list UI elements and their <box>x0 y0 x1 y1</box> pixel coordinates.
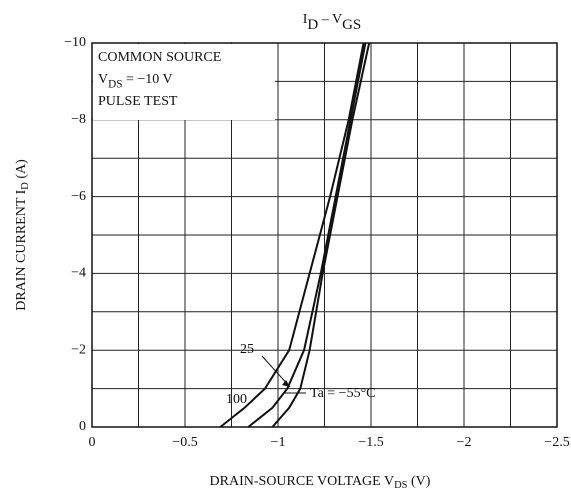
curve <box>271 42 371 428</box>
x-tick-label: −2 <box>457 435 472 450</box>
annotation-text-part: PULSE TEST <box>98 94 178 109</box>
y-tick-label: −6 <box>71 189 86 204</box>
x-tick-label: −1 <box>271 435 286 450</box>
y-tick-label: 0 <box>79 419 86 434</box>
x-axis-label-part: DRAIN-SOURCE VOLTAGE V <box>210 474 395 489</box>
annotation-text-part: = −10 V <box>123 72 173 87</box>
annotation-text-part: COMMON SOURCE <box>98 50 221 65</box>
plot-frame <box>91 42 558 428</box>
x-axis-label-sub: DS <box>394 481 408 492</box>
series-label: 25 <box>240 342 254 357</box>
annotation-box-bg <box>93 44 275 120</box>
annotation-text: PULSE TEST <box>98 94 178 109</box>
x-tick-label: −0.5 <box>172 435 197 450</box>
chart-title-sub: GS <box>342 17 361 33</box>
y-axis-label: DRAIN CURRENT ID (A) <box>14 159 31 311</box>
chart-title-part: I <box>303 12 308 27</box>
x-tick-label: −2.5 <box>544 435 569 450</box>
series-label: 100 <box>226 392 247 407</box>
x-axis-label-part: (V) <box>408 474 431 489</box>
x-axis-label: DRAIN-SOURCE VOLTAGE VDS (V) <box>210 474 431 491</box>
curve <box>247 42 367 428</box>
y-tick-label: −10 <box>64 35 86 50</box>
annotation-text: VDS = −10 V <box>98 72 173 90</box>
curve <box>219 42 365 428</box>
annotation-text-sub: DS <box>108 78 122 90</box>
y-tick-label: −4 <box>71 266 86 281</box>
annotation-text: COMMON SOURCE <box>98 50 221 65</box>
y-axis-label-sub: D <box>21 182 32 190</box>
annotation-text-part: V <box>98 72 108 87</box>
chart-title-sub: D <box>307 17 318 33</box>
y-tick-label: −8 <box>71 112 86 127</box>
y-tick-label: −2 <box>71 342 86 357</box>
series-label: Ta = −55°C <box>310 386 376 401</box>
y-axis-label-part: DRAIN CURRENT I <box>14 189 29 310</box>
x-tick-label: −1.5 <box>358 435 383 450</box>
chart-title: ID – VGS <box>303 12 362 33</box>
x-tick-label: 0 <box>89 435 96 450</box>
chart-title-part: – V <box>318 12 342 27</box>
y-axis-label-part: (A) <box>14 159 29 182</box>
